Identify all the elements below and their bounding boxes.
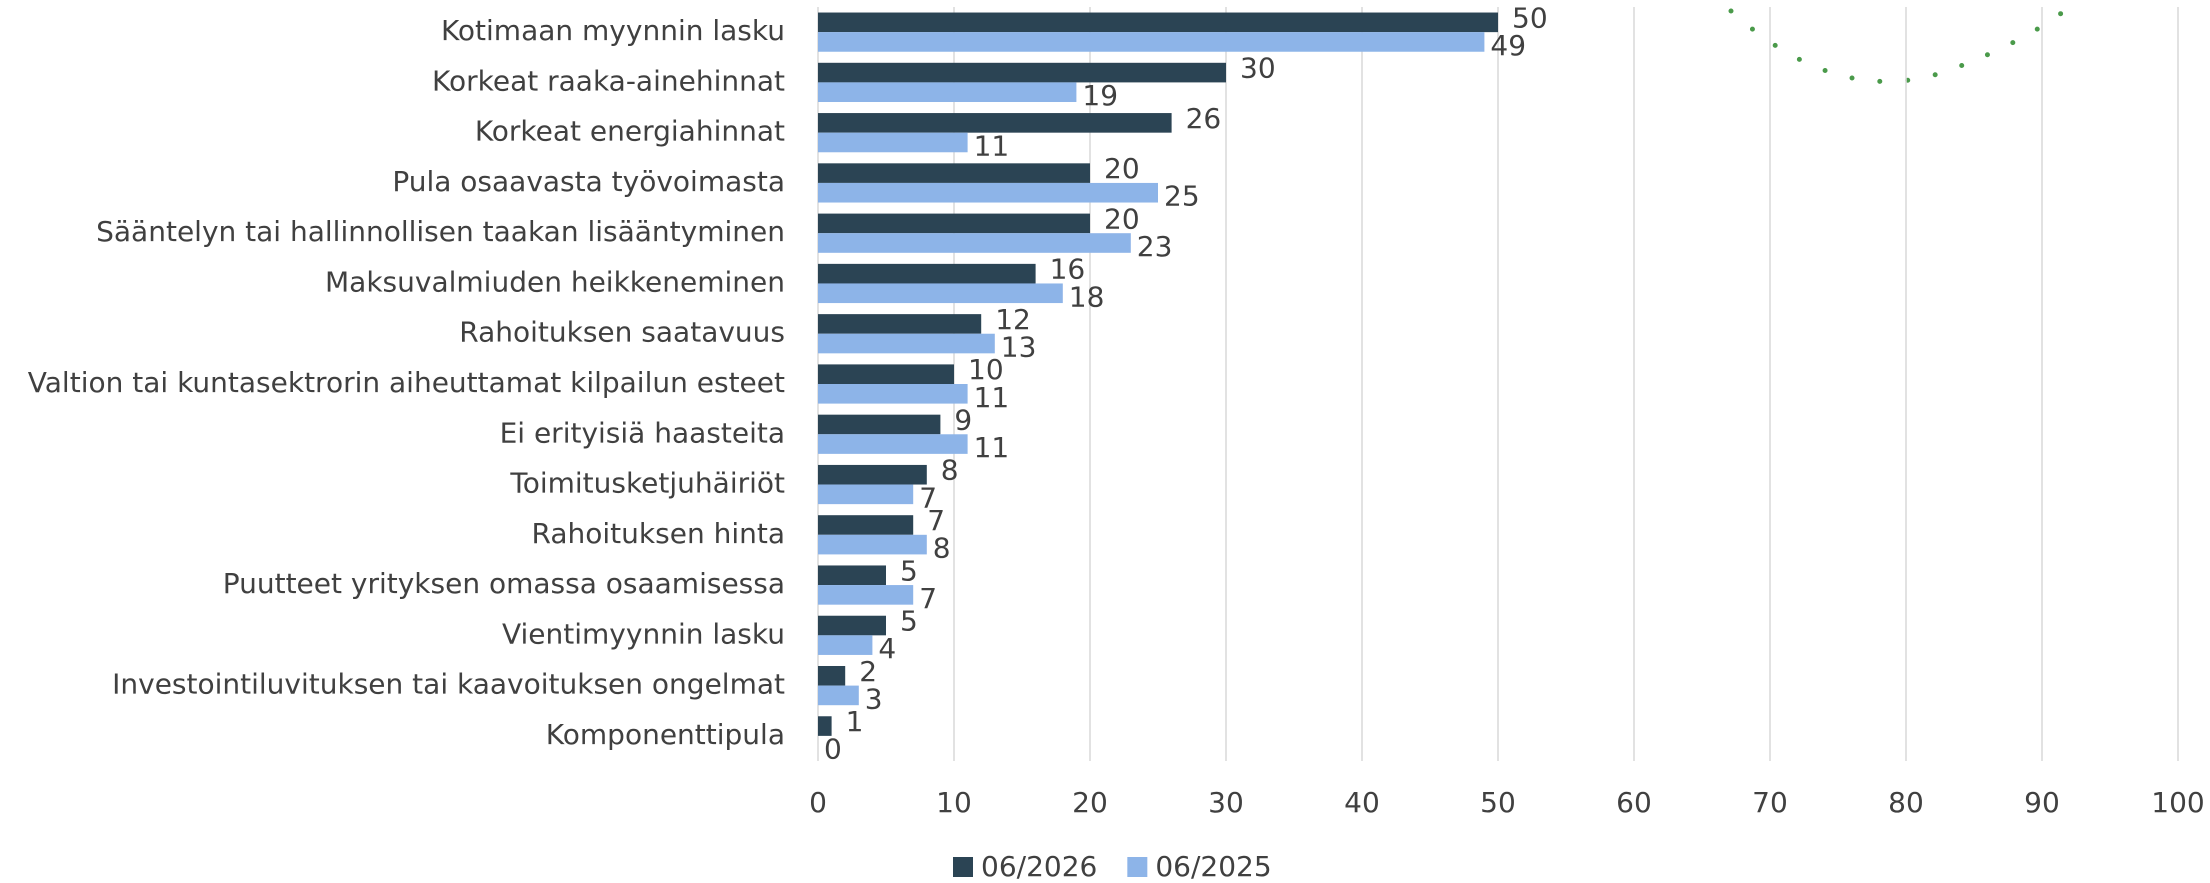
bar [818, 534, 927, 555]
bar [818, 515, 914, 535]
value-label: 0 [824, 733, 842, 766]
value-label: 50 [1512, 1, 1548, 34]
value-label: 19 [1082, 79, 1118, 112]
value-label: 3 [865, 682, 883, 715]
category-label: Sääntelyn tai hallinnollisen taakan lisä… [96, 215, 785, 248]
value-label: 7 [919, 582, 937, 615]
bar [818, 82, 1077, 103]
category-label: Ei erityisiä haasteita [500, 416, 785, 449]
bar [818, 716, 832, 736]
bar [818, 635, 873, 655]
value-label: 25 [1164, 180, 1200, 213]
bar [818, 384, 968, 404]
bar [818, 565, 886, 586]
bar [818, 364, 954, 384]
category-label: Valtion tai kuntasektrorin aiheuttamat k… [28, 366, 785, 399]
value-label: 7 [927, 504, 945, 537]
bar [818, 12, 1498, 33]
value-label: 13 [1001, 331, 1037, 364]
value-label: 30 [1240, 52, 1276, 85]
value-label: 4 [878, 632, 896, 665]
category-label: Korkeat energiahinnat [475, 115, 785, 148]
x-tick-label: 90 [2024, 786, 2060, 819]
category-label: Pula osaavasta työvoimasta [392, 165, 785, 198]
bar [818, 263, 1036, 284]
x-tick-label: 70 [1752, 786, 1788, 819]
x-tick-label: 30 [1208, 786, 1244, 819]
bar [818, 414, 941, 435]
value-label: 11 [974, 431, 1010, 464]
value-label: 1 [846, 705, 864, 738]
bar [818, 464, 927, 485]
x-tick-label: 100 [2151, 786, 2204, 819]
value-label: 11 [974, 381, 1010, 414]
bar [818, 585, 914, 605]
value-label: 5 [900, 554, 918, 587]
bar [818, 434, 968, 454]
bar [818, 62, 1226, 83]
x-tick-label: 60 [1616, 786, 1652, 819]
x-tick-label: 10 [936, 786, 972, 819]
value-label: 16 [1050, 253, 1086, 286]
bar [818, 213, 1090, 234]
bar [818, 283, 1063, 304]
value-label: 5 [900, 605, 918, 638]
bar [818, 132, 968, 153]
value-label: 11 [974, 129, 1010, 162]
category-label: Vientimyynnin lasku [502, 617, 785, 650]
x-tick-label: 40 [1344, 786, 1380, 819]
category-label: Komponenttipula [546, 718, 785, 751]
value-label: 8 [941, 454, 959, 487]
category-label: Maksuvalmiuden heikkeneminen [325, 265, 785, 298]
category-label: Kotimaan myynnin lasku [441, 14, 785, 47]
category-label: Rahoituksen saatavuus [459, 316, 785, 349]
value-label: 18 [1069, 280, 1105, 313]
value-label: 49 [1490, 29, 1526, 62]
x-tick-label: 80 [1888, 786, 1924, 819]
category-label: Rahoituksen hinta [532, 517, 785, 550]
bar [818, 333, 995, 354]
legend-label: 06/2025 [1155, 850, 1271, 883]
value-label: 7 [919, 481, 937, 514]
category-label: Investointiluvituksen tai kaavoituksen o… [112, 668, 785, 701]
x-tick-label: 50 [1480, 786, 1516, 819]
value-label: 9 [954, 403, 972, 436]
bar [818, 163, 1090, 183]
bar [818, 685, 859, 706]
legend-swatch [953, 857, 973, 877]
category-label: Puutteet yrityksen omassa osaamisessa [223, 567, 785, 600]
value-label: 10 [968, 353, 1004, 386]
decoration-arc [1728, 1, 2076, 84]
legend-label: 06/2026 [981, 850, 1097, 883]
value-label: 23 [1137, 230, 1173, 263]
x-tick-label: 0 [809, 786, 827, 819]
legend-swatch [1127, 857, 1148, 877]
bar [818, 615, 886, 636]
value-label: 20 [1104, 152, 1140, 185]
bar [818, 665, 846, 686]
value-label: 26 [1186, 102, 1222, 135]
value-label: 8 [933, 532, 951, 565]
bar [818, 484, 914, 505]
value-label: 20 [1104, 202, 1140, 235]
category-label: Korkeat raaka-ainehinnat [432, 64, 785, 97]
bar [818, 113, 1172, 133]
bar [818, 314, 982, 334]
x-tick-label: 20 [1072, 786, 1108, 819]
value-label: 2 [859, 655, 877, 688]
category-label: Toimitusketjuhäiriöt [509, 467, 785, 500]
bar [818, 182, 1158, 203]
bar [818, 32, 1485, 52]
value-label: 12 [995, 303, 1031, 336]
bar [818, 233, 1131, 253]
